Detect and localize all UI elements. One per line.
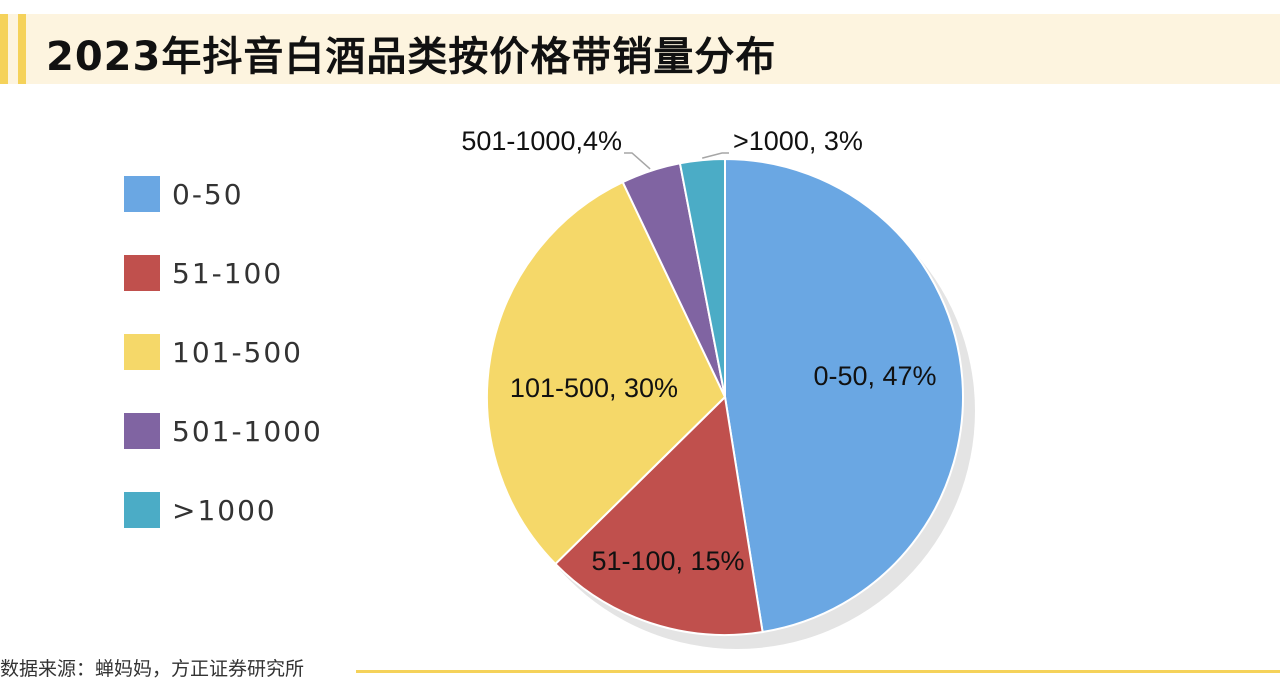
leader-line	[624, 152, 651, 170]
title-accent-bar	[0, 14, 8, 84]
chart-title: 2023年抖音白酒品类按价格带销量分布	[46, 34, 777, 80]
legend-item: 101-500	[124, 334, 323, 370]
source-divider	[356, 670, 1280, 673]
legend-item: 501-1000	[124, 413, 323, 449]
title-accent-bar	[18, 14, 26, 84]
legend-item: >1000	[124, 492, 323, 528]
data-source: 数据来源：蝉妈妈，方正证券研究所	[0, 658, 305, 680]
leader-line	[702, 152, 729, 159]
pie-slice	[724, 157, 964, 634]
legend-label: 101-500	[172, 335, 303, 369]
legend-label: 0-50	[172, 177, 244, 211]
data-label: 51-100, 15%	[591, 546, 744, 576]
data-label: 501-1000,4%	[461, 126, 622, 156]
legend-swatch	[124, 176, 160, 212]
legend-swatch	[124, 413, 160, 449]
legend-label: >1000	[172, 493, 277, 527]
data-label: >1000, 3%	[733, 126, 863, 156]
legend-swatch	[124, 492, 160, 528]
data-label: 0-50, 47%	[813, 361, 936, 391]
legend-label: 501-1000	[172, 414, 323, 448]
legend-swatch	[124, 334, 160, 370]
data-label: 101-500, 30%	[510, 373, 678, 403]
pie-slice	[678, 157, 726, 398]
legend-label: 51-100	[172, 256, 284, 290]
legend-item: 0-50	[124, 176, 323, 212]
pie-slice	[486, 180, 727, 566]
title-bar	[0, 14, 1280, 84]
legend: 0-50 51-100 101-500 501-1000 >1000	[124, 176, 323, 571]
legend-swatch	[124, 255, 160, 291]
legend-item: 51-100	[124, 255, 323, 291]
pie-slice	[553, 394, 764, 636]
